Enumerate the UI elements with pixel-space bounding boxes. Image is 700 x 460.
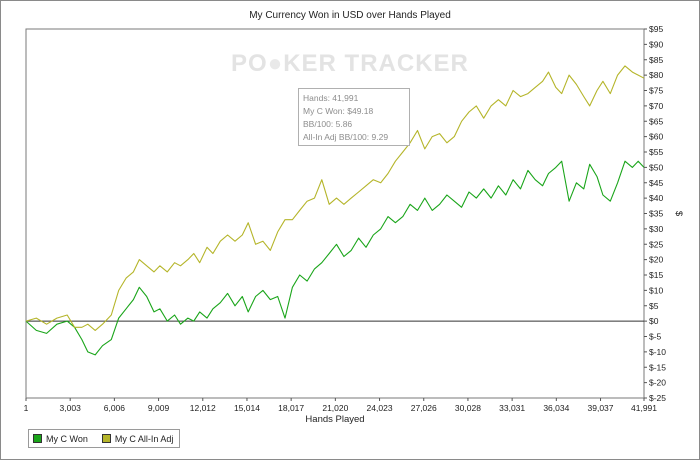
legend-label-allin: My C All-In Adj (114, 433, 174, 444)
y-tick-label: $45 (649, 178, 663, 188)
x-tick-label: 18,017 (278, 403, 304, 413)
y-tick-label: $80 (649, 70, 663, 80)
y-tick-label: $5 (649, 301, 659, 311)
y-tick-label: $95 (649, 24, 663, 34)
x-tick-label: 9,009 (148, 403, 170, 413)
legend-swatch-allin (101, 434, 111, 443)
watermark-chip-icon: ● (267, 50, 284, 77)
y-tick-label: $35 (649, 209, 663, 219)
x-tick-label: 21,020 (322, 403, 348, 413)
x-axis-label: Hands Played (305, 414, 364, 425)
y-tick-label: $10 (649, 285, 663, 295)
tooltip-allin-bb100: All-In Adj BB/100: 9.29 (303, 132, 389, 142)
y-tick-label: $20 (649, 255, 663, 265)
chart-title: My Currency Won in USD over Hands Played (249, 10, 451, 21)
x-tick-label: 6,006 (104, 403, 126, 413)
x-tick-label: 39,037 (588, 403, 614, 413)
legend-swatch-won (33, 434, 42, 443)
x-tick-label: 36,034 (543, 403, 569, 413)
y-tick-label: $-20 (649, 378, 666, 388)
x-tick-label: 15,014 (234, 403, 260, 413)
x-tick-label: 33,031 (499, 403, 525, 413)
x-tick-label: 24,023 (367, 403, 393, 413)
y-tick-label: $50 (649, 162, 663, 172)
y-tick-label: $40 (649, 193, 663, 203)
series-line-allin (25, 65, 645, 331)
tooltip-bb100: BB/100: 5.86 (303, 119, 353, 129)
y-tick-label: $-15 (649, 362, 666, 372)
y-tick-label: $65 (649, 116, 663, 126)
series-line-won (25, 160, 645, 356)
x-tick-label: 41,991 (631, 403, 657, 413)
y-axis-label: $ (673, 211, 684, 217)
x-tick-label: 3,003 (60, 403, 82, 413)
pokertracker-watermark: PO●KER TRACKER (231, 50, 469, 78)
x-tick-label: 12,012 (190, 403, 216, 413)
y-tick-label: $-5 (649, 332, 662, 342)
watermark-part-tracker: TRACKER (344, 50, 469, 77)
legend-item-allin[interactable]: My C All-In Adj (101, 433, 174, 444)
stats-tooltip: Hands: 41,991 My C Won: $49.18 BB/100: 5… (298, 88, 410, 146)
y-tick-label: $-10 (649, 347, 666, 357)
y-tick-label: $90 (649, 39, 663, 49)
legend: My C Won My C All-In Adj (28, 429, 181, 448)
legend-label-won: My C Won (46, 433, 88, 444)
y-tick-label: $0 (649, 316, 659, 326)
y-tick-label: $60 (649, 132, 663, 142)
tooltip-won: My C Won: $49.18 (303, 106, 374, 116)
tooltip-hands: Hands: 41,991 (303, 93, 359, 103)
y-tick-label: $75 (649, 86, 663, 96)
x-tick-label: 30,028 (455, 403, 481, 413)
y-tick-label: $70 (649, 101, 663, 111)
watermark-part-po: PO (231, 50, 268, 77)
x-tick-label: 1 (24, 403, 29, 413)
y-tick-label: $-25 (649, 393, 666, 403)
x-tick-label: 27,026 (411, 403, 437, 413)
y-tick-label: $85 (649, 55, 663, 65)
watermark-part-ker: KER (283, 50, 337, 77)
y-tick-label: $25 (649, 239, 663, 249)
y-tick-label: $30 (649, 224, 663, 234)
y-tick-label: $55 (649, 147, 663, 157)
legend-item-won[interactable]: My C Won (33, 434, 88, 444)
y-tick-label: $15 (649, 270, 663, 280)
plot-border (25, 28, 645, 399)
